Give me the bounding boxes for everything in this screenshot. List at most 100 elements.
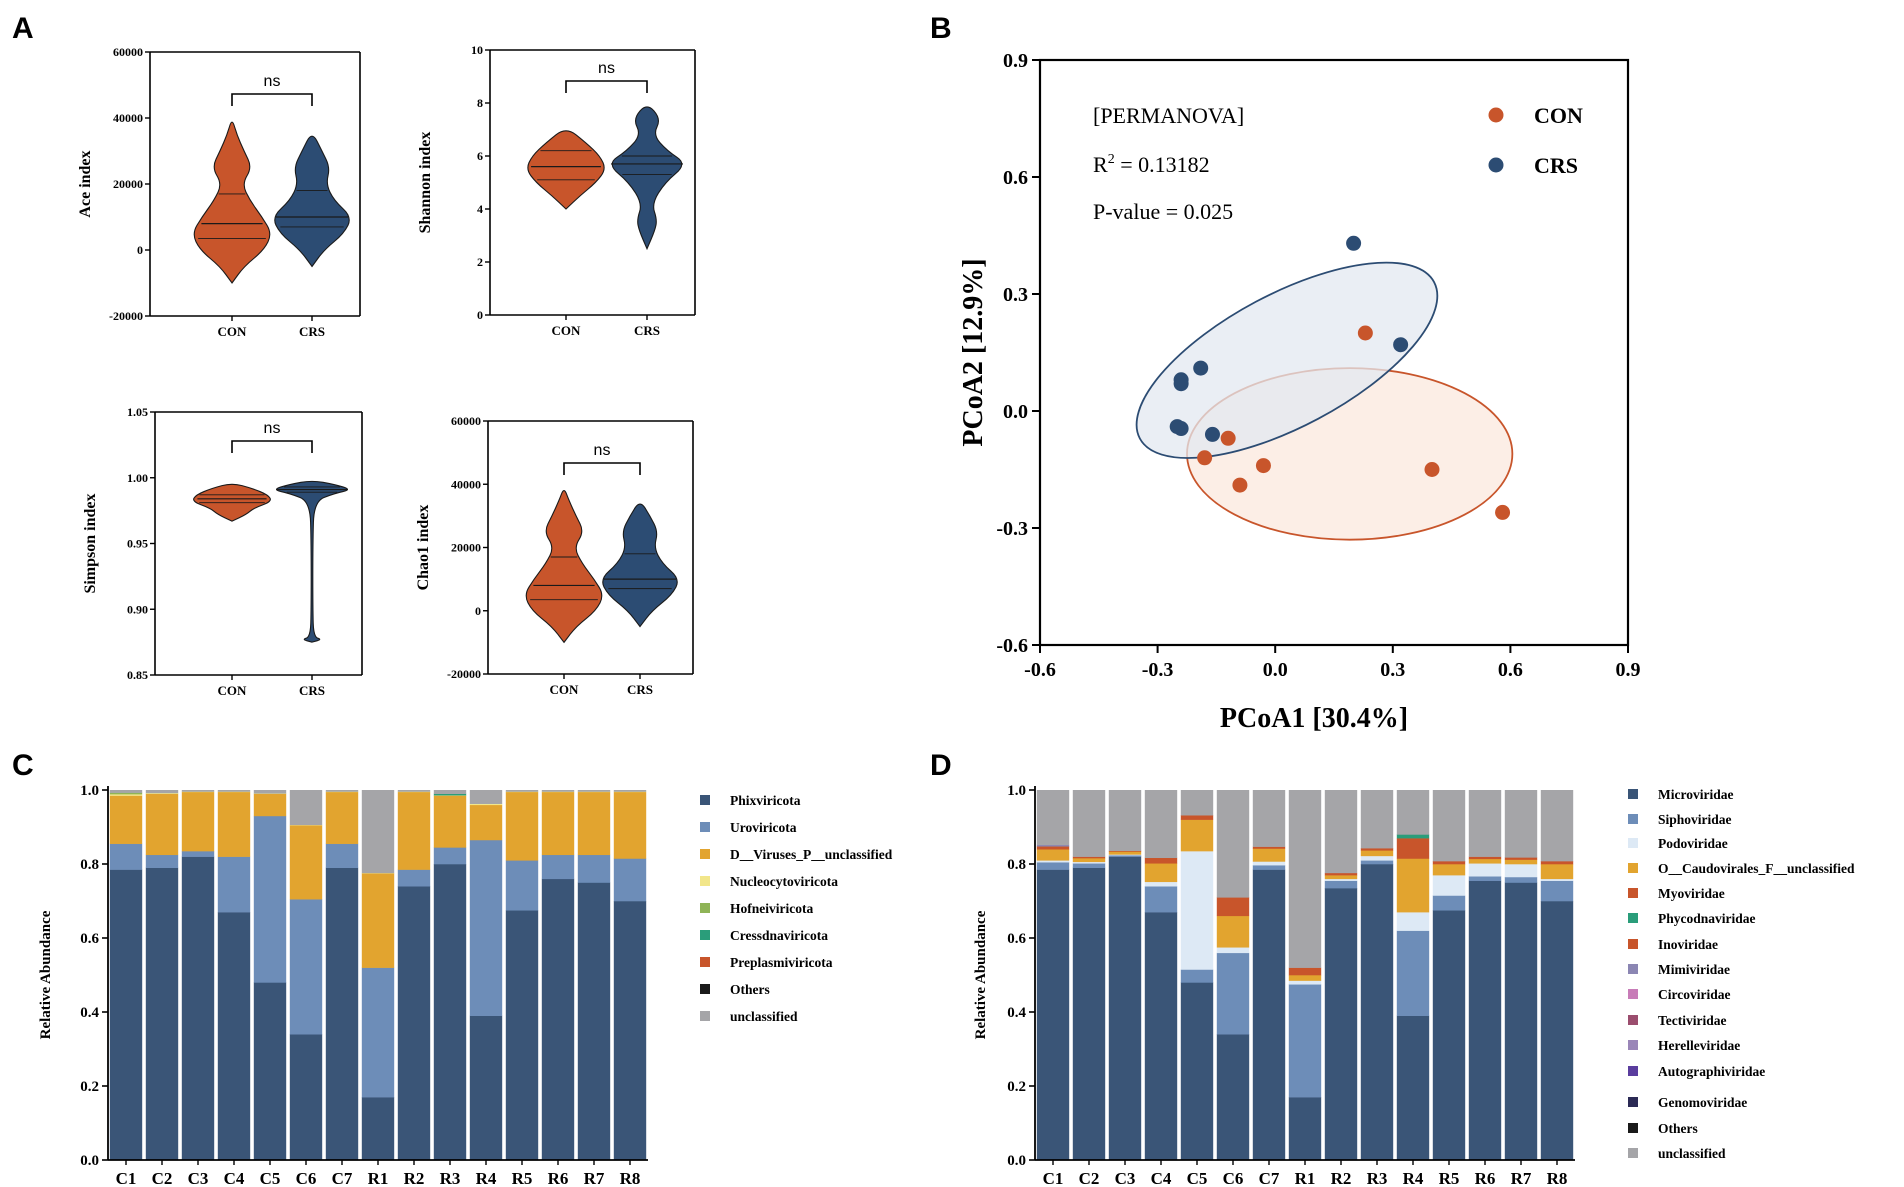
bar-segment-myoviridae — [1324, 872, 1358, 876]
con-legend-marker — [1488, 107, 1504, 123]
x-tick-label: 0.3 — [1380, 659, 1405, 681]
y-tick-label: 2 — [477, 255, 483, 269]
bar-segment-nucleocytoviricota — [397, 791, 431, 793]
bar-segment-siphoviridae — [1072, 863, 1106, 868]
y-tick-label: 0.6 — [1007, 931, 1026, 947]
bar-segment-o-caudovirales-f-unclassified — [1504, 859, 1538, 865]
legend-label: Others — [730, 982, 770, 997]
con-point — [1232, 477, 1248, 493]
legend-swatch — [1628, 1066, 1638, 1076]
bar-segment-podoviridae — [1036, 860, 1070, 863]
pcoa-scatter-chart: -0.6 -0.3 0.0 0.3 0.6 0.9 -0.6 -0.3 0.0 0.3 0.6 0.9… — [958, 50, 1641, 734]
bar-segment-podoviridae — [1288, 980, 1322, 985]
bar-segment-siphoviridae — [1216, 952, 1250, 1035]
bar-segment-unclassified — [1036, 790, 1070, 846]
y-tick-label: 0.0 — [1007, 1153, 1026, 1169]
bar-segment-uroviricota — [109, 843, 143, 870]
legend-swatch — [700, 1011, 710, 1021]
bar-segment-microviridae — [1180, 982, 1214, 1161]
bar-segment-d-viruses-p-unclassified — [181, 791, 215, 852]
phylum-stacked-bar-chart: C1 C2 C3 C4 C5 C6 C7 R1 R2 R3 R4 R5 R6 R7 R8 0.0 0.2 0.4 0… — [38, 783, 893, 1187]
y-tick-label: 0.4 — [80, 1005, 99, 1021]
bar-segment-unclassified — [1108, 790, 1142, 851]
x-tick-label: R7 — [1511, 1169, 1532, 1187]
crs-point — [1193, 360, 1209, 376]
legend-swatch — [700, 849, 710, 859]
x-tick-label: R2 — [404, 1169, 425, 1187]
bar-segment-unclassified — [1288, 790, 1322, 968]
bar-segment-uroviricota — [145, 854, 179, 868]
y-axis-label: Chao1 index — [415, 505, 432, 591]
y-tick-label: 0.3 — [1003, 284, 1028, 306]
bar-segment-d-viruses-p-unclassified — [289, 825, 323, 900]
legend-swatch — [1628, 1148, 1638, 1158]
legend-swatch — [700, 903, 710, 913]
crs-violin — [602, 503, 678, 628]
crs-point — [1204, 426, 1220, 442]
legend-swatch — [1628, 789, 1638, 799]
significance-bracket — [231, 440, 313, 453]
x-tick-label: C7 — [332, 1169, 353, 1187]
bar-segment-uroviricota — [361, 967, 395, 1098]
x-tick-label: R6 — [548, 1169, 569, 1187]
y-tick-label: -0.3 — [996, 518, 1028, 540]
y-tick-label: 60000 — [113, 45, 143, 59]
y-tick-label: -20000 — [109, 309, 143, 323]
bar-segment-nucleocytoviricota — [577, 791, 611, 793]
bar-segment-unclassified — [397, 790, 431, 792]
crs-violin — [275, 480, 349, 643]
bar-segment-nucleocytoviricota — [469, 803, 503, 806]
bar-segment-siphoviridae — [1144, 886, 1178, 913]
x-tick-label: C4 — [1151, 1169, 1172, 1187]
bar-segment-phixviricota — [217, 912, 251, 1161]
bar-segment-myoviridae — [1396, 838, 1430, 859]
y-tick-label: -20000 — [447, 667, 481, 681]
x-tick-label: CRS — [627, 682, 653, 697]
bar-segment-d-viruses-p-unclassified — [505, 791, 539, 861]
bar-segment-o-caudovirales-f-unclassified — [1072, 858, 1106, 863]
bar-segment-phixviricota — [613, 901, 647, 1161]
bar-segment-o-caudovirales-f-unclassified — [1396, 858, 1430, 913]
bar-segment-myoviridae — [1108, 850, 1142, 852]
y-tick-label: 40000 — [451, 477, 481, 491]
y-tick-label: 60000 — [451, 414, 481, 428]
y-axis-label: Ace index — [77, 150, 94, 217]
bar-segment-o-caudovirales-f-unclassified — [1252, 848, 1286, 862]
bar-segment-microviridae — [1108, 856, 1142, 1161]
y-tick-label: 0.9 — [1003, 50, 1028, 72]
bar-segment-microviridae — [1360, 864, 1394, 1161]
bar-segment-myoviridae — [1216, 897, 1250, 917]
x-tick-label: CON — [550, 682, 580, 697]
legend-swatch — [1628, 814, 1638, 824]
legend-swatch — [1628, 1123, 1638, 1133]
bar-segment-microviridae — [1216, 1034, 1250, 1161]
ace-violin-chart: -20000 0 20000 40000 60000 Ace index CON CRS ns — [77, 45, 361, 339]
bar-segment-phixviricota — [109, 869, 143, 1161]
x-tick-label: 0.0 — [1263, 659, 1288, 681]
bar-segment-unclassified — [145, 790, 179, 794]
con-point — [1424, 462, 1440, 477]
y-axis-label: Simpson index — [82, 493, 99, 593]
bar-segment-podoviridae — [1180, 851, 1214, 970]
y-tick-label: 0.0 — [1003, 401, 1028, 423]
crs-point — [1393, 337, 1409, 353]
bar-segment-podoviridae — [1144, 881, 1178, 887]
bar-segment-unclassified — [1072, 790, 1106, 857]
bar-segment-unclassified — [1432, 790, 1466, 862]
x-tick-label: R1 — [368, 1169, 389, 1187]
bar-segment-unclassified — [217, 790, 251, 792]
r2-value: = 0.13182 — [1115, 152, 1210, 177]
bar-segment-o-caudovirales-f-unclassified — [1108, 851, 1142, 855]
bar-segment-phixviricota — [397, 886, 431, 1161]
bar-segment-phixviricota — [181, 856, 215, 1161]
bar-segment-podoviridae — [1360, 855, 1394, 861]
y-tick-label: 40000 — [113, 111, 143, 125]
bar-segment-microviridae — [1288, 1097, 1322, 1161]
legend-swatch — [1628, 964, 1638, 974]
bar-segment-microviridae — [1252, 869, 1286, 1161]
bar-segment-o-caudovirales-f-unclassified — [1288, 975, 1322, 981]
x-tick-label: 0.9 — [1616, 659, 1641, 681]
significance-label: ns — [264, 420, 281, 437]
bar-segment-mimiviridae — [1036, 844, 1070, 847]
x-tick-label: R2 — [1331, 1169, 1352, 1187]
